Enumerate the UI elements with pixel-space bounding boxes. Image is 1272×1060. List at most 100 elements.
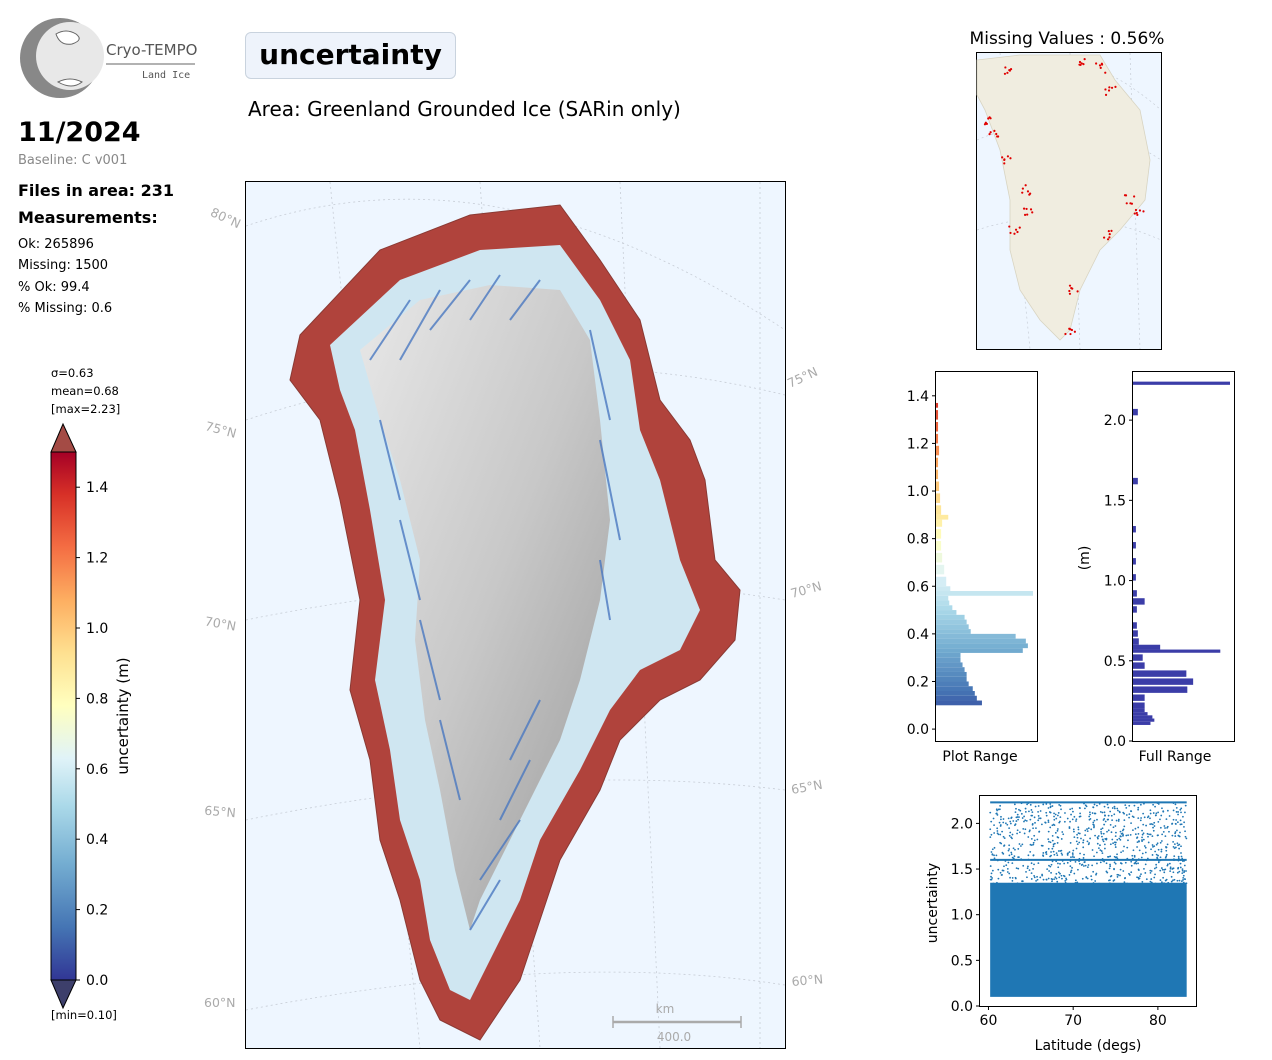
missing-point	[1006, 155, 1010, 158]
scatter-point	[1050, 851, 1052, 853]
scatter-point	[1104, 814, 1106, 817]
scatter-point	[1014, 848, 1016, 851]
scatter-point	[1099, 810, 1102, 813]
scatter-point	[1111, 838, 1114, 841]
scatter-point	[1179, 831, 1181, 834]
scatter-point	[1039, 810, 1042, 812]
scatter-point	[1107, 814, 1110, 817]
scatter-point	[1162, 830, 1165, 833]
scatter-point	[1153, 884, 1156, 887]
missing-point	[1025, 207, 1028, 211]
scatter-point	[1141, 839, 1143, 841]
scatter-point	[1111, 807, 1114, 809]
scatter-point	[1118, 837, 1121, 840]
colorbar-tick-label: 0.4	[86, 832, 108, 848]
scatter-point	[1137, 832, 1140, 835]
scatter-point	[1159, 818, 1161, 821]
scatter-point	[1053, 824, 1056, 827]
scatter-point	[1141, 852, 1144, 855]
scatter-point	[1047, 877, 1050, 880]
scatter-point	[1169, 866, 1172, 869]
scatter-point	[1157, 861, 1160, 864]
scatter-point	[1031, 814, 1034, 817]
scatter-point	[998, 883, 1001, 886]
histogram-bar	[1133, 408, 1138, 416]
scatter-point	[1037, 885, 1040, 887]
scatter-point	[1018, 808, 1020, 811]
scatter-point	[1126, 846, 1129, 849]
missing-point	[1064, 332, 1067, 336]
scatter-point	[1146, 832, 1149, 835]
histogram-bar	[1133, 708, 1145, 713]
scatter-point	[1141, 833, 1144, 836]
x-axis-label: Full Range	[1139, 749, 1212, 765]
scatter-point	[992, 884, 994, 887]
scatter-point	[1007, 817, 1010, 820]
scatter-point	[991, 853, 994, 856]
x-tick-label: 60	[980, 1013, 998, 1029]
missing-point	[1023, 213, 1027, 217]
histogram-bar	[1133, 526, 1136, 533]
scatter-point	[1088, 842, 1091, 844]
scatter-point	[1008, 848, 1011, 850]
scatter-point	[1151, 835, 1154, 837]
scatter-point	[1093, 803, 1096, 806]
scatter-point	[1064, 812, 1066, 814]
scatter-point	[1079, 852, 1081, 855]
scatter-point	[1057, 836, 1060, 839]
scatter-point	[1174, 832, 1176, 835]
scatter-point	[1055, 872, 1058, 875]
scatter-point	[1134, 833, 1137, 836]
scatter-point	[1007, 849, 1010, 852]
scatter-point	[1012, 847, 1015, 850]
scatter-point	[1179, 866, 1182, 869]
missing-point	[1083, 58, 1086, 61]
missing-point	[989, 131, 992, 134]
scatter-point	[1137, 868, 1140, 871]
histogram-bar	[936, 576, 947, 587]
scatter-point	[1153, 867, 1156, 870]
scatter-point	[1082, 846, 1085, 849]
scatter-point	[1086, 828, 1088, 830]
missing-point	[1080, 62, 1083, 65]
scatter-point	[1098, 882, 1100, 885]
scatter-point	[1119, 868, 1122, 871]
scatter-point	[1096, 842, 1099, 845]
missing-values-map: Missing Values : 0.56%	[970, 29, 1164, 350]
scatter-point	[1056, 842, 1059, 844]
histogram-bar	[936, 445, 940, 456]
scatter-point	[998, 808, 1001, 811]
scatter-point	[1049, 811, 1052, 814]
y-tick-label: 2.0	[951, 816, 973, 832]
scatter-point	[1149, 812, 1152, 815]
scatter-point	[1022, 827, 1025, 830]
scatter-point	[1045, 803, 1048, 805]
scatter-point	[1160, 867, 1163, 869]
scatter-point	[1152, 829, 1155, 832]
missing-point	[1068, 292, 1072, 295]
stat-missing: Missing: 1500	[18, 258, 109, 273]
scatter-point	[1178, 879, 1181, 882]
missing-point	[983, 123, 987, 126]
missing-point	[1029, 208, 1033, 211]
histogram-bar	[936, 481, 940, 492]
scatter-point	[1114, 835, 1117, 837]
scatter-point	[1058, 876, 1061, 879]
scatter-point	[1032, 868, 1034, 870]
scatter-point	[991, 848, 994, 851]
histogram-bar	[936, 591, 1033, 596]
scatter-point	[1015, 820, 1018, 822]
scatter-point	[1144, 872, 1147, 874]
missing-point	[1129, 202, 1132, 205]
scatter-point	[1010, 883, 1013, 886]
missing-point	[1095, 62, 1098, 65]
scatter-point	[1051, 805, 1054, 807]
scatter-point	[1097, 847, 1100, 850]
scatter-point	[1100, 832, 1103, 835]
scatter-point	[1063, 875, 1066, 878]
scatter-point	[1180, 811, 1182, 814]
scatter-point	[1178, 870, 1181, 873]
scatter-point	[1027, 836, 1030, 838]
histogram-bar	[936, 552, 943, 563]
scatter-point	[1114, 846, 1117, 848]
